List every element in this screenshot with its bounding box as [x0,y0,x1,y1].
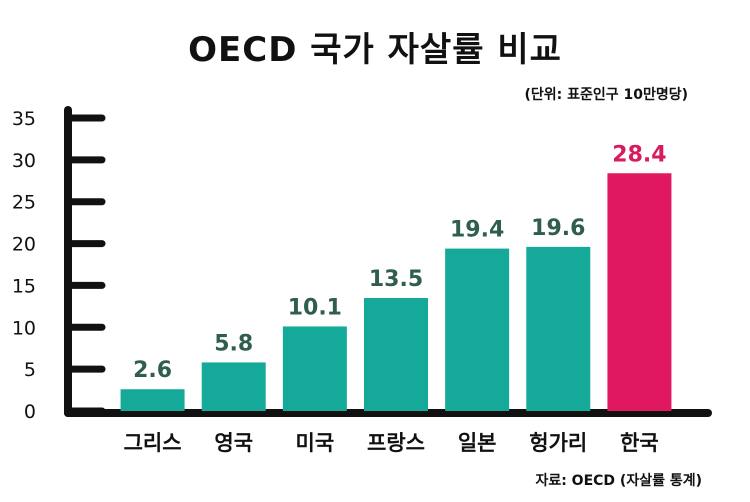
data-label: 5.8 [214,331,253,356]
bar [120,389,185,411]
y-tick-label: 5 [24,359,36,381]
x-category-label: 미국 [296,431,335,455]
x-category-label: 일본 [458,431,497,455]
data-label: 13.5 [369,267,423,292]
bar [201,362,266,411]
y-tick-label: 15 [12,275,36,297]
x-category-label: 프랑스 [367,431,425,455]
bar [282,326,347,411]
bar [607,173,672,411]
data-label: 28.4 [612,142,666,167]
x-category-label: 한국 [620,431,659,455]
data-label: 19.6 [531,216,585,241]
y-tick-label: 35 [12,108,36,130]
y-tick-label: 10 [12,317,36,339]
data-label: 10.1 [288,295,342,320]
x-category-label: 영국 [214,431,253,455]
y-tick-label: 0 [24,401,36,423]
y-tick-label: 25 [12,192,36,214]
bar [526,246,591,411]
y-tick-label: 30 [12,150,36,172]
chart-title: OECD 국가 자살률 비교 [188,30,562,70]
unit-note: (단위: 표준인구 10만명당) [524,87,688,103]
bar [445,248,510,411]
x-category-label: 그리스 [124,431,182,455]
y-tick-label: 20 [12,234,36,256]
bar [364,297,428,411]
data-label: 2.6 [133,358,172,383]
source-note: 자료: OECD (자살률 통계) [535,473,702,489]
x-category-label: 헝가리 [529,431,587,455]
data-label: 19.4 [450,218,504,243]
